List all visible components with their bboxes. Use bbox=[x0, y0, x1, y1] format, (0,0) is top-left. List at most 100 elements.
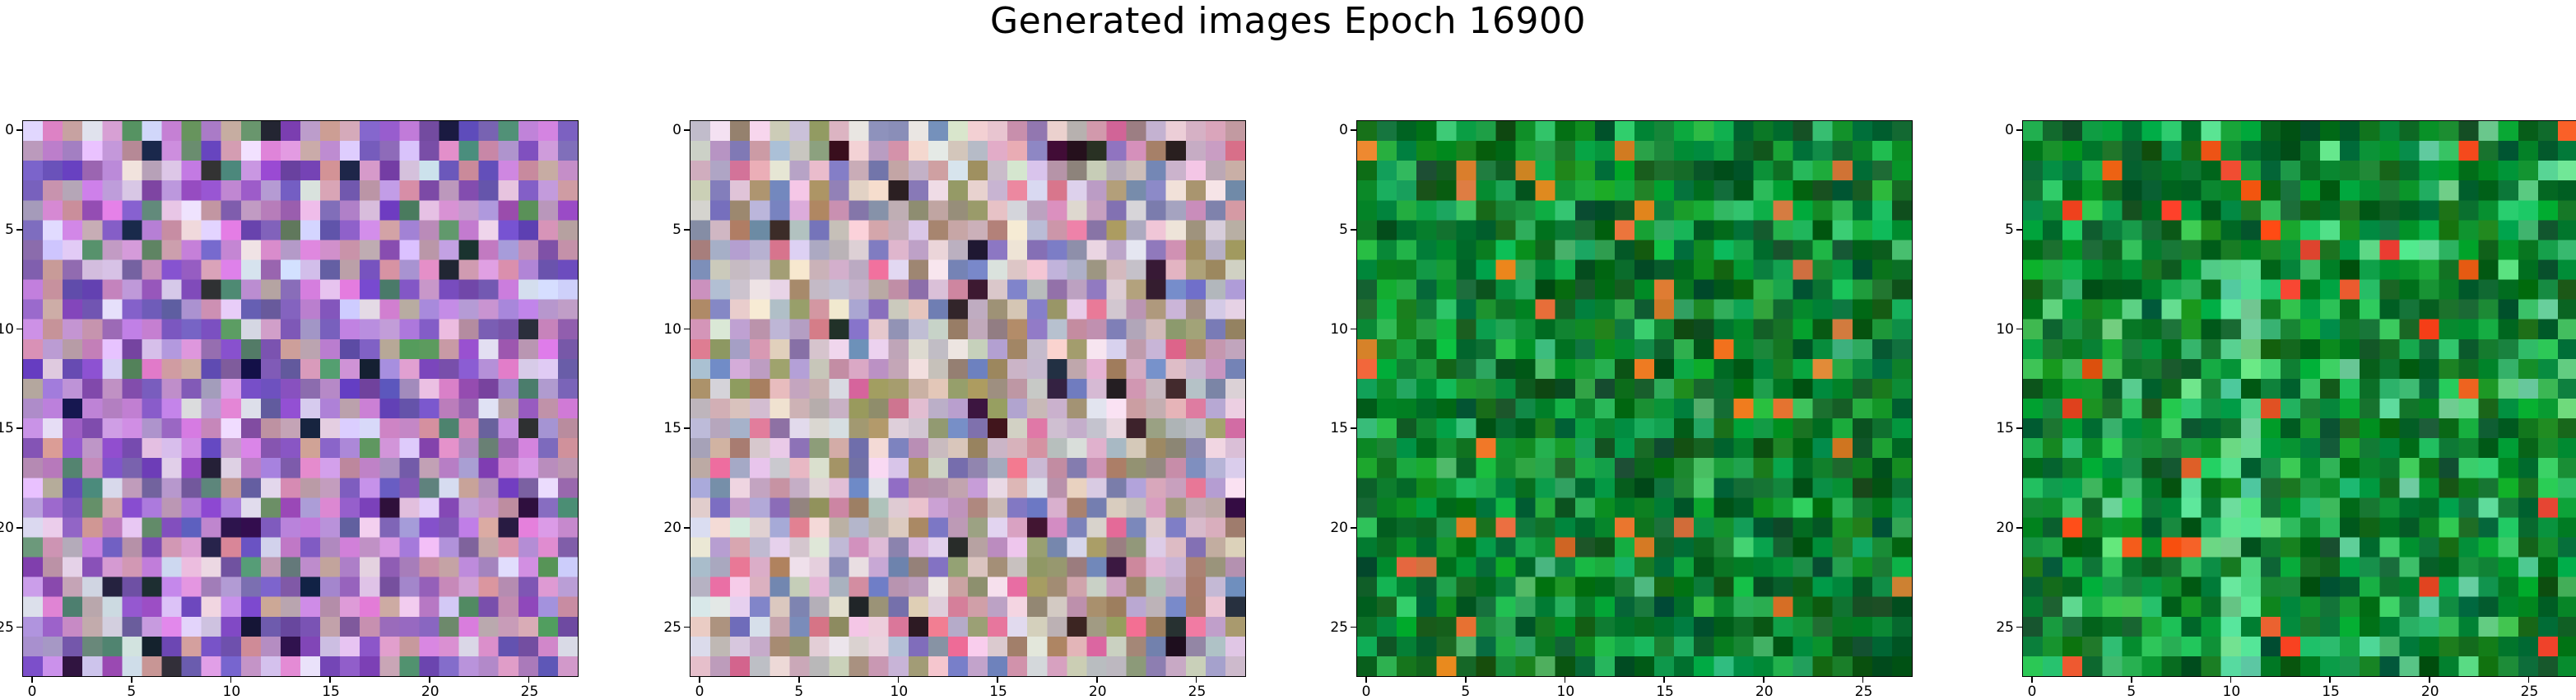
y-tick-label: 15 bbox=[1330, 420, 1348, 437]
generated-image-3 bbox=[1357, 121, 1912, 676]
x-tick-label: 10 bbox=[1556, 684, 1575, 700]
y-tick-mark bbox=[684, 129, 690, 131]
y-tick-mark bbox=[2016, 229, 2022, 231]
x-tick-mark bbox=[2429, 677, 2430, 683]
x-tick-mark bbox=[1096, 677, 1098, 683]
x-tick-label: 20 bbox=[421, 684, 439, 700]
x-tick-mark bbox=[798, 677, 800, 683]
y-tick-mark bbox=[16, 229, 22, 231]
generated-image-1 bbox=[23, 121, 578, 676]
x-tick-label: 20 bbox=[2420, 684, 2439, 700]
x-tick-label: 25 bbox=[520, 684, 539, 700]
y-tick-mark bbox=[16, 527, 22, 529]
x-tick-mark bbox=[699, 677, 700, 683]
y-tick-mark bbox=[684, 626, 690, 628]
y-tick-label: 25 bbox=[663, 618, 681, 636]
y-tick-mark bbox=[684, 527, 690, 529]
x-tick-mark bbox=[897, 677, 900, 683]
y-tick-label: 10 bbox=[1996, 320, 2014, 338]
y-tick-label: 10 bbox=[663, 320, 681, 338]
x-tick-label: 5 bbox=[794, 684, 804, 700]
y-tick-mark bbox=[2016, 527, 2022, 529]
x-tick-label: 20 bbox=[1755, 684, 1774, 700]
y-tick-label: 15 bbox=[1996, 420, 2014, 437]
y-tick-mark bbox=[1351, 229, 1356, 231]
y-tick-mark bbox=[2016, 427, 2022, 429]
x-tick-label: 0 bbox=[1361, 684, 1371, 700]
y-tick-label: 20 bbox=[1330, 519, 1348, 536]
x-tick-mark bbox=[2329, 677, 2331, 683]
y-tick-mark bbox=[2016, 328, 2022, 330]
x-tick-mark bbox=[131, 677, 133, 683]
y-tick-mark bbox=[1351, 129, 1356, 131]
x-tick-mark bbox=[1365, 677, 1367, 683]
y-tick-mark bbox=[16, 328, 22, 330]
y-tick-label: 20 bbox=[0, 519, 14, 536]
y-tick-label: 15 bbox=[663, 420, 681, 437]
x-tick-mark bbox=[1465, 677, 1467, 683]
x-tick-mark bbox=[997, 677, 998, 683]
y-tick-label: 20 bbox=[1996, 519, 2014, 536]
x-tick-label: 15 bbox=[989, 684, 1007, 700]
y-tick-label: 25 bbox=[0, 618, 14, 636]
y-tick-label: 5 bbox=[2005, 221, 2014, 238]
x-tick-label: 20 bbox=[1088, 684, 1107, 700]
y-tick-mark bbox=[16, 427, 22, 429]
x-tick-mark bbox=[2527, 677, 2530, 683]
x-tick-label: 0 bbox=[695, 684, 704, 700]
generated-image-panel-2 bbox=[690, 120, 1246, 677]
y-tick-mark bbox=[1351, 527, 1356, 529]
generated-image-panel-4 bbox=[2022, 120, 2576, 677]
x-tick-mark bbox=[1663, 677, 1665, 683]
y-tick-label: 0 bbox=[672, 122, 681, 139]
x-tick-mark bbox=[1862, 677, 1864, 683]
x-tick-mark bbox=[1195, 677, 1197, 683]
generated-image-4 bbox=[2023, 121, 2576, 676]
y-tick-label: 5 bbox=[672, 221, 681, 238]
y-tick-mark bbox=[684, 427, 690, 429]
y-tick-mark bbox=[684, 328, 690, 330]
x-tick-label: 5 bbox=[1461, 684, 1471, 700]
x-tick-label: 15 bbox=[2322, 684, 2340, 700]
y-tick-mark bbox=[684, 229, 690, 231]
x-tick-mark bbox=[528, 677, 530, 683]
y-tick-label: 10 bbox=[1330, 320, 1348, 338]
x-tick-mark bbox=[2230, 677, 2232, 683]
x-tick-mark bbox=[429, 677, 430, 683]
x-tick-mark bbox=[31, 677, 33, 683]
x-tick-label: 25 bbox=[2520, 684, 2539, 700]
x-tick-label: 5 bbox=[2127, 684, 2137, 700]
x-tick-label: 5 bbox=[127, 684, 137, 700]
y-tick-label: 5 bbox=[5, 221, 14, 238]
generated-image-2 bbox=[690, 121, 1245, 676]
y-tick-mark bbox=[2016, 129, 2022, 131]
x-tick-label: 15 bbox=[322, 684, 340, 700]
y-tick-mark bbox=[1351, 626, 1356, 628]
figure-title: Generated images Epoch 16900 bbox=[989, 0, 1587, 42]
y-tick-mark bbox=[16, 626, 22, 628]
y-tick-label: 0 bbox=[1339, 122, 1348, 139]
y-tick-label: 0 bbox=[2005, 122, 2014, 139]
y-tick-mark bbox=[1351, 328, 1356, 330]
y-tick-label: 10 bbox=[0, 320, 14, 338]
x-tick-label: 0 bbox=[2027, 684, 2037, 700]
x-tick-label: 10 bbox=[222, 684, 241, 700]
generated-image-panel-3 bbox=[1356, 120, 1913, 677]
x-tick-mark bbox=[1763, 677, 1765, 683]
x-tick-label: 15 bbox=[1656, 684, 1674, 700]
generated-image-panel-1 bbox=[22, 120, 579, 677]
y-tick-label: 25 bbox=[1330, 618, 1348, 636]
y-tick-mark bbox=[2016, 626, 2022, 628]
x-tick-label: 10 bbox=[890, 684, 909, 700]
x-tick-label: 25 bbox=[1854, 684, 1873, 700]
x-tick-label: 10 bbox=[2222, 684, 2241, 700]
y-tick-mark bbox=[16, 129, 22, 131]
y-tick-label: 20 bbox=[663, 519, 681, 536]
y-tick-label: 0 bbox=[5, 122, 14, 139]
x-tick-mark bbox=[230, 677, 232, 683]
y-tick-mark bbox=[1351, 427, 1356, 429]
x-tick-mark bbox=[2131, 677, 2132, 683]
x-tick-mark bbox=[2031, 677, 2033, 683]
y-tick-label: 15 bbox=[0, 420, 14, 437]
x-tick-mark bbox=[329, 677, 331, 683]
